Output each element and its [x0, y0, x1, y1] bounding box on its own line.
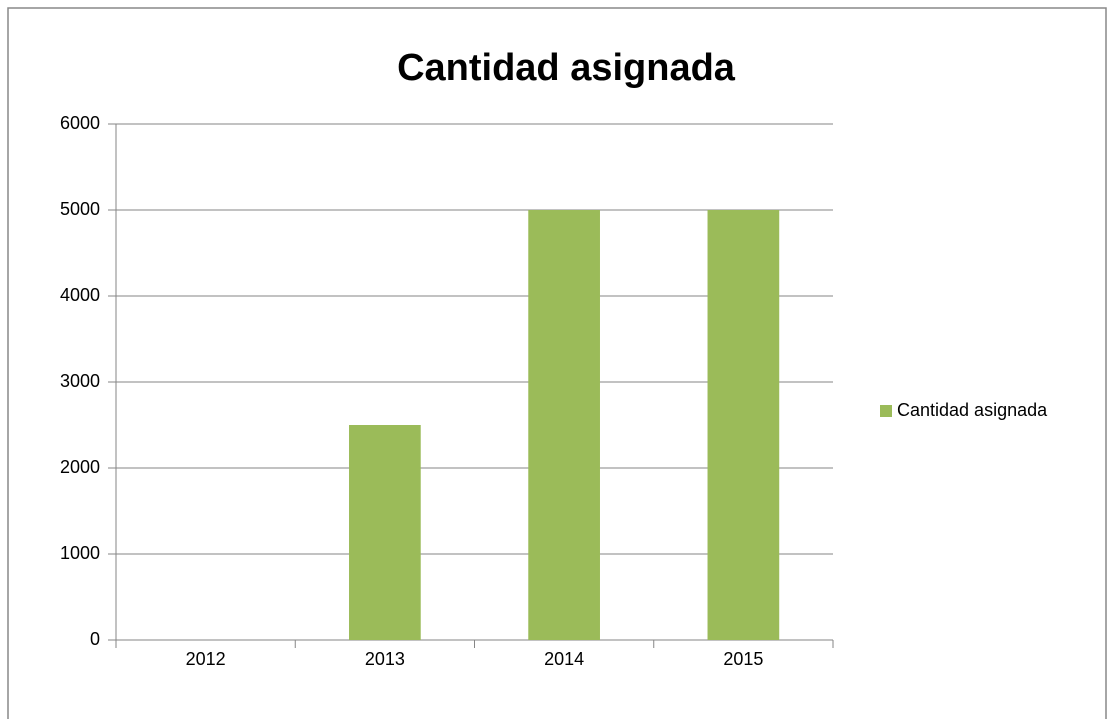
y-tick-label: 5000 — [60, 199, 100, 219]
x-tick-label: 2014 — [544, 649, 584, 669]
y-tick-label: 2000 — [60, 457, 100, 477]
y-tick-label: 6000 — [60, 113, 100, 133]
y-tick-label: 1000 — [60, 543, 100, 563]
y-tick-label: 0 — [90, 629, 100, 649]
x-tick-label: 2012 — [186, 649, 226, 669]
y-tick-label: 3000 — [60, 371, 100, 391]
chart-title: Cantidad asignada — [397, 47, 736, 89]
y-tick-label: 4000 — [60, 285, 100, 305]
x-tick-label: 2013 — [365, 649, 405, 669]
x-tick-label: 2015 — [723, 649, 763, 669]
bar — [528, 210, 600, 640]
legend-swatch — [880, 405, 892, 417]
bar — [707, 210, 780, 640]
legend-label: Cantidad asignada — [897, 400, 1048, 420]
bar — [349, 425, 421, 640]
